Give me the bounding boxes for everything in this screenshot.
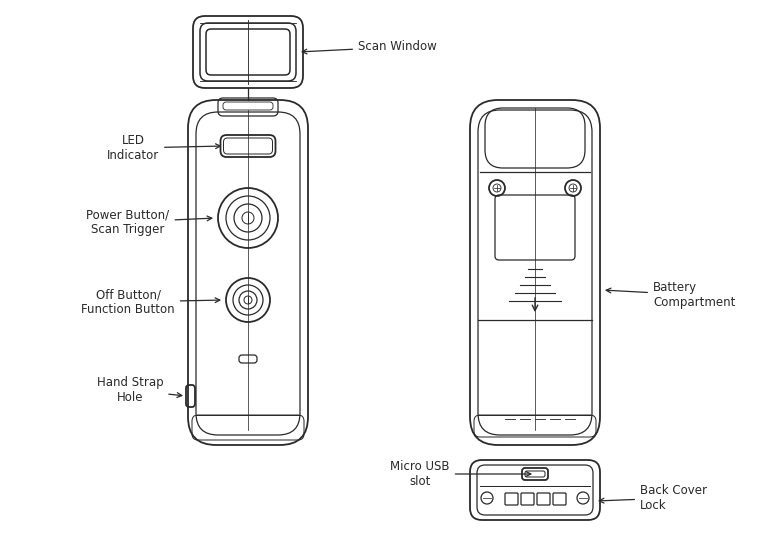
Text: Scan Window: Scan Window (302, 40, 437, 54)
Text: Off Button/
Function Button: Off Button/ Function Button (81, 288, 220, 316)
Text: Power Button/
Scan Trigger: Power Button/ Scan Trigger (86, 208, 212, 236)
Text: Battery
Compartment: Battery Compartment (606, 281, 735, 309)
Text: Hand Strap
Hole: Hand Strap Hole (97, 376, 182, 404)
Text: Back Cover
Lock: Back Cover Lock (600, 484, 707, 512)
Text: Micro USB
slot: Micro USB slot (391, 460, 531, 488)
Text: LED
Indicator: LED Indicator (107, 134, 220, 162)
